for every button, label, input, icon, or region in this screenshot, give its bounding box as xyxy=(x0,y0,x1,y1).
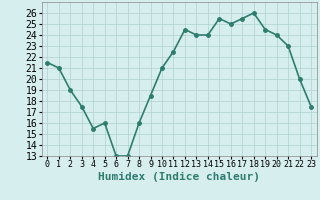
X-axis label: Humidex (Indice chaleur): Humidex (Indice chaleur) xyxy=(98,172,260,182)
